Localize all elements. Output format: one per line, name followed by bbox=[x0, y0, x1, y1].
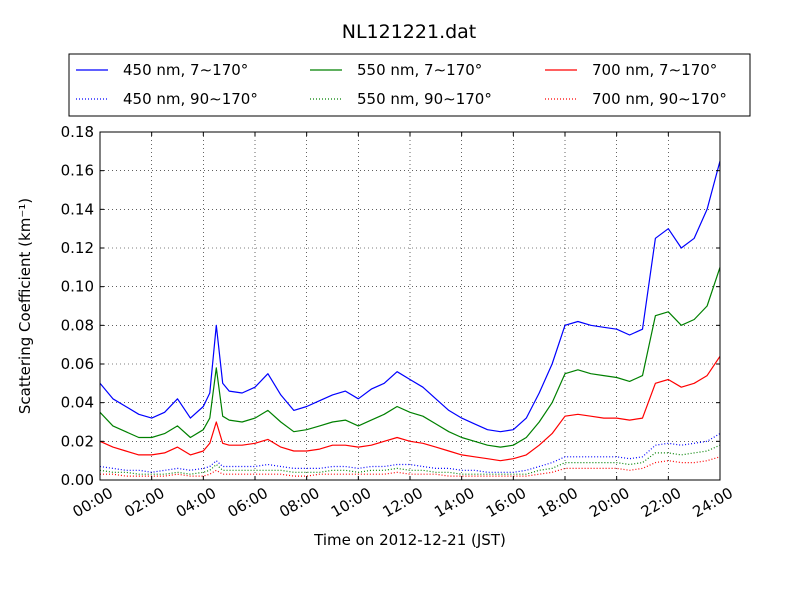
y-tick-label: 0.00 bbox=[61, 471, 94, 489]
x-tick-label: 06:00 bbox=[225, 484, 271, 521]
y-tick-label: 0.04 bbox=[61, 394, 94, 412]
x-tick-label: 10:00 bbox=[328, 484, 374, 521]
x-tick-label: 22:00 bbox=[638, 484, 684, 521]
x-tick-label: 14:00 bbox=[431, 484, 477, 521]
legend-label-4: 550 nm, 90∼170° bbox=[357, 90, 492, 108]
y-tick-label: 0.12 bbox=[61, 239, 94, 257]
legend-label-0: 450 nm, 7∼170° bbox=[123, 61, 248, 79]
y-axis: 0.00 0.02 0.04 0.06 0.08 0.10 0.12 0.14 0.16 0.18 bbox=[61, 123, 720, 489]
legend-label-5: 700 nm, 90∼170° bbox=[592, 90, 727, 108]
y-tick-label: 0.14 bbox=[61, 200, 94, 218]
series-line-2 bbox=[99, 355, 721, 462]
legend-label-2: 700 nm, 7∼170° bbox=[592, 61, 717, 79]
x-axis: 00:00 02:00 04:00 06:00 08:00 10:00 12:00 14:00… bbox=[70, 132, 736, 521]
x-axis-label: Time on 2012-12-21 (JST) bbox=[313, 531, 506, 549]
x-tick-label: 24:00 bbox=[690, 484, 736, 521]
series-line-1 bbox=[99, 267, 721, 448]
x-tick-label: 18:00 bbox=[535, 484, 581, 521]
legend: 450 nm, 7∼170° 550 nm, 7∼170° 700 nm, 7∼17… bbox=[68, 53, 751, 117]
series-line-0 bbox=[99, 160, 721, 433]
x-tick-label: 04:00 bbox=[173, 484, 219, 521]
legend-label-3: 450 nm, 90∼170° bbox=[123, 90, 258, 108]
y-tick-label: 0.18 bbox=[61, 123, 94, 141]
x-tick-label: 16:00 bbox=[483, 484, 529, 521]
series-group bbox=[99, 160, 721, 477]
x-tick-label: 12:00 bbox=[380, 484, 426, 521]
x-tick-label: 20:00 bbox=[586, 484, 632, 521]
legend-box bbox=[68, 53, 751, 117]
y-axis-label: Scattering Coefficient (km⁻¹) bbox=[16, 198, 34, 414]
y-tick-label: 0.02 bbox=[61, 432, 94, 450]
legend-label-1: 550 nm, 7∼170° bbox=[357, 61, 482, 79]
x-tick-label: 02:00 bbox=[121, 484, 167, 521]
y-tick-label: 0.06 bbox=[61, 355, 94, 373]
series-line-5 bbox=[100, 456, 721, 477]
y-tick-label: 0.16 bbox=[61, 162, 94, 180]
chart-title: NL121221.dat bbox=[342, 21, 477, 43]
x-tick-label: 00:00 bbox=[70, 484, 116, 521]
x-tick-label: 08:00 bbox=[276, 484, 322, 521]
y-tick-label: 0.08 bbox=[61, 316, 94, 334]
series-line-4 bbox=[99, 444, 721, 475]
series-line-3 bbox=[99, 433, 721, 473]
y-tick-label: 0.10 bbox=[61, 278, 94, 296]
grid bbox=[100, 132, 720, 480]
